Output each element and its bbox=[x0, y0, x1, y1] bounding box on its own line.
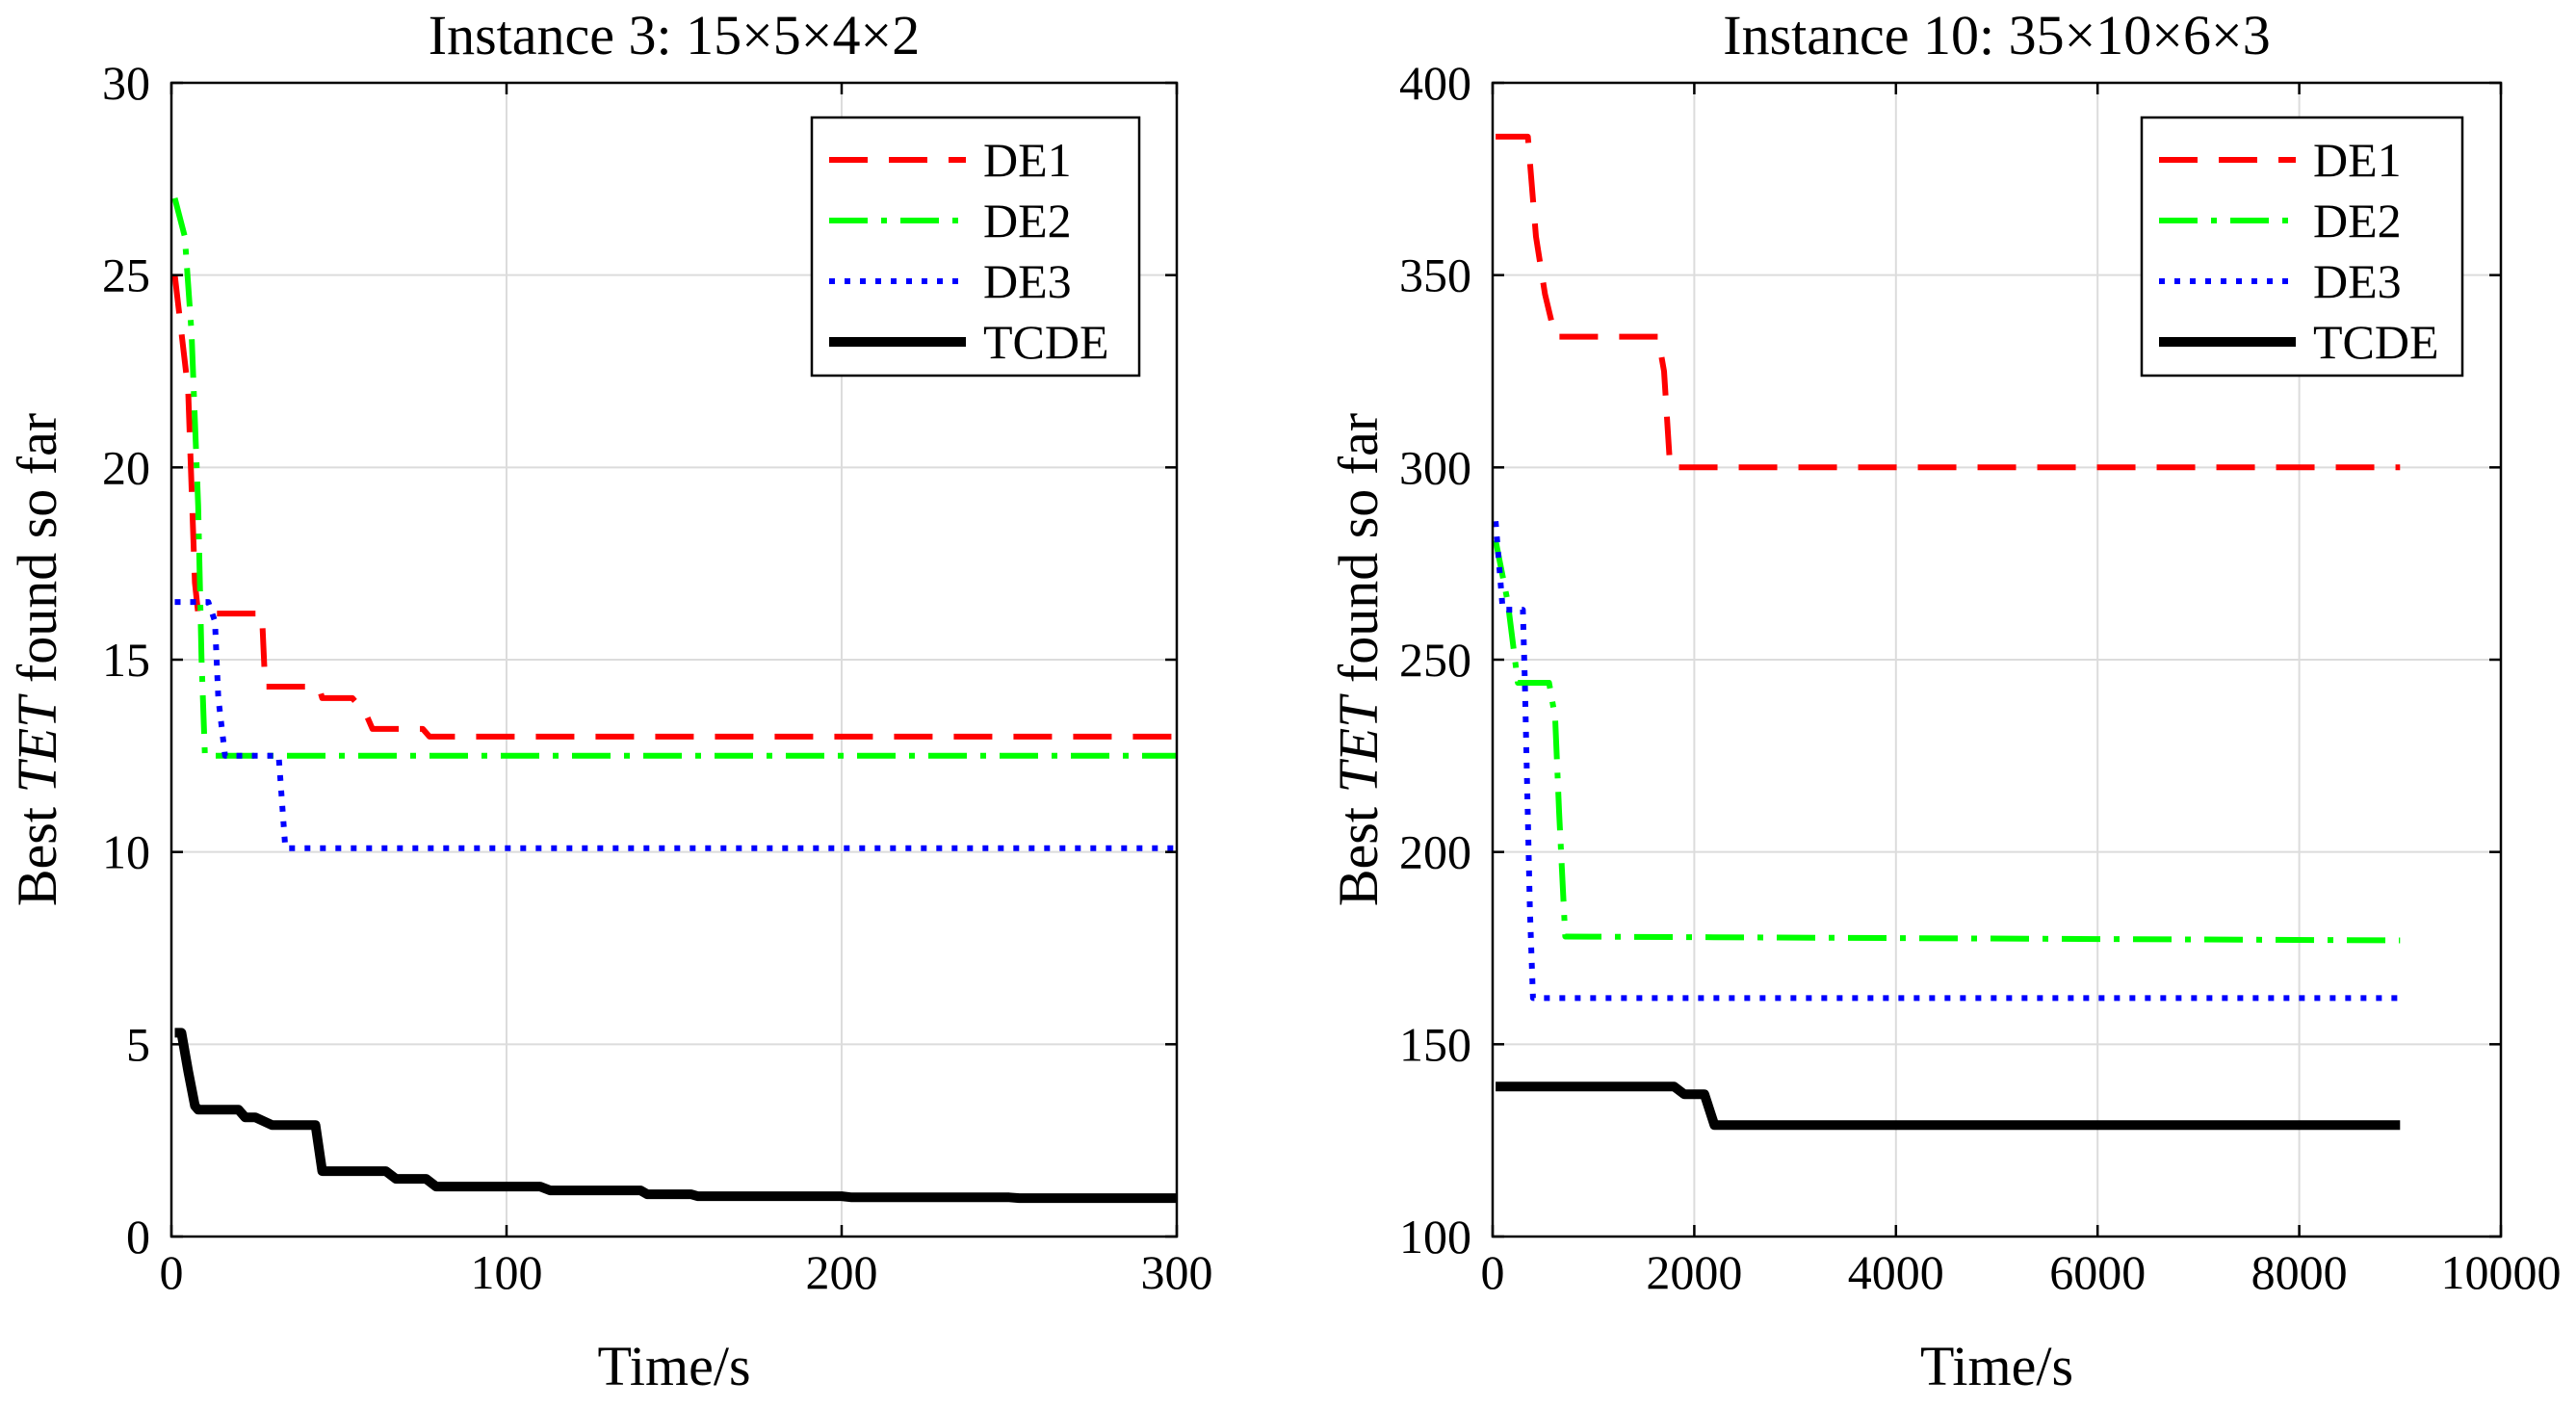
x-tick-label: 200 bbox=[806, 1245, 878, 1299]
y-tick-label: 250 bbox=[1399, 633, 1471, 687]
y-axis-label: Best TET found so far bbox=[6, 413, 68, 906]
chart-title: Instance 3: 15×5×4×2 bbox=[429, 4, 920, 66]
legend-label-de1: DE1 bbox=[983, 133, 1072, 187]
x-tick-label: 8000 bbox=[2251, 1245, 2348, 1299]
y-tick-label: 300 bbox=[1399, 440, 1471, 494]
y-tick-label: 150 bbox=[1399, 1017, 1471, 1071]
x-tick-label: 0 bbox=[1481, 1245, 1505, 1299]
series-line-tcde bbox=[1496, 1081, 2401, 1131]
legend-label-de2: DE2 bbox=[983, 194, 1072, 248]
x-tick-label: 10000 bbox=[2441, 1245, 2562, 1299]
y-tick-label: 20 bbox=[102, 440, 150, 494]
y-axis-label-suffix: found so far bbox=[6, 413, 68, 697]
y-tick-label: 200 bbox=[1399, 825, 1471, 879]
series-line-de1 bbox=[171, 274, 1177, 740]
x-tick-label: 6000 bbox=[2049, 1245, 2146, 1299]
series-line-de1 bbox=[1496, 133, 2401, 471]
chart-title: Instance 10: 35×10×6×3 bbox=[1723, 4, 2270, 66]
legend: DE1 DE2 DE3 TCDE bbox=[2140, 116, 2464, 378]
y-tick-label: 30 bbox=[102, 56, 150, 110]
legend-label-de2: DE2 bbox=[2313, 194, 2402, 248]
x-tick-label: 2000 bbox=[1646, 1245, 1742, 1299]
y-tick-label: 350 bbox=[1399, 248, 1471, 302]
y-axis-label: Best TET found so far bbox=[1327, 413, 1390, 906]
y-axis-label-italic: TET bbox=[1327, 693, 1390, 794]
y-tick-label: 25 bbox=[102, 248, 150, 302]
y-tick-label: 15 bbox=[102, 633, 150, 687]
x-tick-label: 4000 bbox=[1848, 1245, 1944, 1299]
y-axis-label-prefix: Best bbox=[6, 794, 68, 907]
series-line-tcde bbox=[174, 1028, 1177, 1204]
y-axis-label-suffix: found so far bbox=[1327, 413, 1390, 697]
y-tick-label: 0 bbox=[126, 1210, 150, 1264]
x-axis-label: Time/s bbox=[1920, 1335, 2073, 1397]
legend-label-tcde: TCDE bbox=[983, 315, 1109, 369]
series-line-de3 bbox=[174, 599, 1177, 851]
chart-panel-1: 0 100 200 300 0 5 10 15 20 25 30 Instance 3: 15×5×4… bbox=[6, 4, 1213, 1397]
x-axis-label: Time/s bbox=[597, 1335, 750, 1397]
legend-label-de1: DE1 bbox=[2313, 133, 2402, 187]
x-tick-label: 100 bbox=[471, 1245, 543, 1299]
y-axis-label-prefix: Best bbox=[1327, 794, 1390, 907]
legend: DE1 DE2 DE3 TCDE bbox=[810, 116, 1141, 378]
series-line-de2 bbox=[171, 197, 1177, 759]
legend-label-tcde: TCDE bbox=[2313, 315, 2439, 369]
x-tick-label: 0 bbox=[160, 1245, 184, 1299]
y-axis-label-italic: TET bbox=[6, 693, 68, 794]
y-tick-label: 10 bbox=[102, 825, 150, 879]
chart-panel-2: 0 2000 4000 6000 8000 10000 100 150 200 250 300 350… bbox=[1327, 4, 2562, 1397]
legend-label-de3: DE3 bbox=[983, 254, 1072, 308]
y-tick-label: 400 bbox=[1399, 56, 1471, 110]
y-tick-label: 5 bbox=[126, 1017, 150, 1071]
legend-label-de3: DE3 bbox=[2313, 254, 2402, 308]
x-tick-label: 300 bbox=[1141, 1245, 1213, 1299]
series-line-de2 bbox=[1493, 539, 2401, 944]
series-line-de3 bbox=[1493, 520, 2401, 1002]
y-tick-label: 100 bbox=[1399, 1210, 1471, 1264]
